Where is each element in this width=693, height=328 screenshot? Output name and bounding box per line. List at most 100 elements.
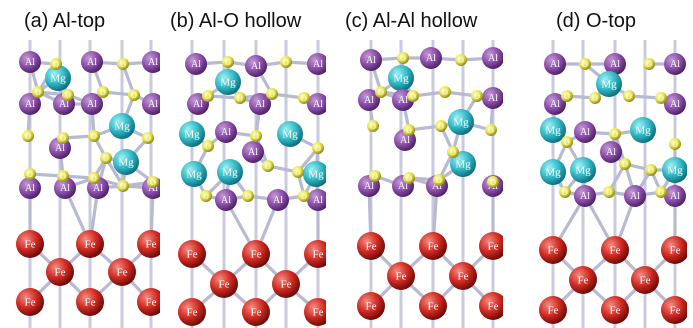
atom-label: Al (606, 147, 616, 158)
atom-al: Al (185, 53, 207, 75)
panel-d-structure: Al Al Al Mg Al Al Mg Al Mg Al Mg Mg Mg Al Al Al Fe Fe Fe Fe… (539, 40, 687, 328)
atom-label: O (606, 188, 612, 197)
atom-sphere (603, 186, 615, 198)
atom-label: Mg (635, 125, 651, 137)
atom-fe: Fe (76, 288, 104, 316)
atom-al: Al (245, 55, 267, 77)
atom-sphere (357, 232, 385, 260)
atom-fe: Fe (661, 296, 687, 324)
atom-label: Fe (187, 307, 198, 319)
atom-label: Al (313, 59, 323, 70)
atom-label: Al (87, 99, 97, 110)
atom-label: Fe (313, 249, 324, 261)
atom-label: Al (93, 183, 103, 194)
atom-sphere (574, 185, 596, 207)
atom-sphere (433, 174, 445, 186)
atom-label: O (269, 90, 275, 99)
atom-sphere (449, 262, 477, 290)
atom-al: Al (624, 185, 646, 207)
atom-label: Al (248, 147, 258, 158)
atom-fe: Fe (419, 292, 447, 320)
atom-sphere (407, 90, 419, 102)
atom-sphere (234, 92, 246, 104)
atom-sphere (250, 130, 262, 142)
atom-sphere (669, 138, 681, 150)
atom-sphere (420, 47, 442, 69)
atom-label: Al (488, 93, 498, 104)
atom-fe: Fe (601, 296, 629, 324)
atom-label: O (120, 60, 126, 69)
atom-fe: Fe (357, 232, 385, 260)
atom-sphere (661, 236, 687, 264)
atom-sphere (375, 86, 387, 98)
atom-o: O (280, 56, 292, 68)
atom-al: Al (142, 51, 160, 73)
atom-sphere (435, 120, 447, 132)
atom-sphere (643, 58, 655, 70)
atom-label: O (490, 178, 496, 187)
atom-al: Al (215, 189, 237, 211)
panel-d-svg: Al Al Al Mg Al Al Mg Al Mg Al Mg Mg Mg Al Al Al Fe Fe Fe Fe… (539, 40, 687, 328)
atom-label: Al (313, 195, 323, 206)
atom-label: Fe (366, 301, 377, 313)
atom-sphere (419, 232, 447, 260)
atom-sphere (178, 298, 206, 326)
atom-sphere (574, 121, 596, 143)
atom-label: Al (670, 191, 680, 202)
atom-label: O (103, 154, 109, 163)
atom-al: Al (574, 185, 596, 207)
atom-label: O (91, 174, 97, 183)
atom-sphere (664, 93, 686, 115)
atom-label: Fe (548, 245, 559, 257)
atom-label: O (658, 94, 664, 103)
atom-mg: Mg (113, 149, 139, 175)
atom-label: Mg (575, 165, 591, 177)
atom-fe: Fe (419, 232, 447, 260)
atom-label: Fe (146, 239, 157, 251)
atom-label: Al (580, 127, 590, 138)
atom-label: Fe (548, 305, 559, 317)
atom-al: Al (215, 121, 237, 143)
atom-al: Al (482, 47, 503, 69)
atom-sphere (596, 71, 622, 97)
atom-sphere (24, 168, 36, 180)
atom-sphere (609, 128, 621, 140)
atom-o: O (32, 86, 44, 98)
atom-label: O (672, 140, 678, 149)
atom-sphere (579, 58, 591, 70)
atom-sphere (631, 266, 659, 294)
atom-label: O (35, 88, 41, 97)
atom-sphere (482, 87, 503, 109)
atom-o: O (202, 90, 214, 102)
atom-o: O (202, 140, 214, 152)
atom-label: Al (148, 57, 158, 68)
atom-sphere (272, 270, 300, 298)
atom-sphere (367, 120, 379, 132)
panel-b-caption: (b) Al-O hollow (170, 10, 302, 32)
atom-sphere (569, 266, 597, 294)
atom-label: Fe (251, 249, 262, 261)
atom-sphere (624, 185, 646, 207)
atom-label: O (205, 142, 211, 151)
atom-sphere (539, 236, 567, 264)
atom-fe: Fe (210, 270, 238, 298)
atom-sphere (312, 142, 324, 154)
atom-label: Al (273, 195, 283, 206)
atom-sphere (439, 86, 451, 98)
atom-label: Fe (366, 241, 377, 253)
atom-label: Fe (219, 279, 230, 291)
atom-o: O (623, 90, 635, 102)
atom-label: O (265, 162, 271, 171)
atom-sphere (447, 146, 459, 158)
atom-label: Mg (186, 169, 202, 181)
atom-sphere (601, 296, 629, 324)
atom-o: O (262, 160, 274, 172)
atom-label: O (564, 138, 570, 147)
atom-sphere (217, 159, 243, 185)
atom-o: O (234, 92, 246, 104)
atom-label: Fe (187, 249, 198, 261)
atom-sphere (561, 136, 573, 148)
atom-label: Fe (55, 267, 66, 279)
atom-sphere (304, 240, 326, 268)
atom-sphere (307, 53, 326, 75)
